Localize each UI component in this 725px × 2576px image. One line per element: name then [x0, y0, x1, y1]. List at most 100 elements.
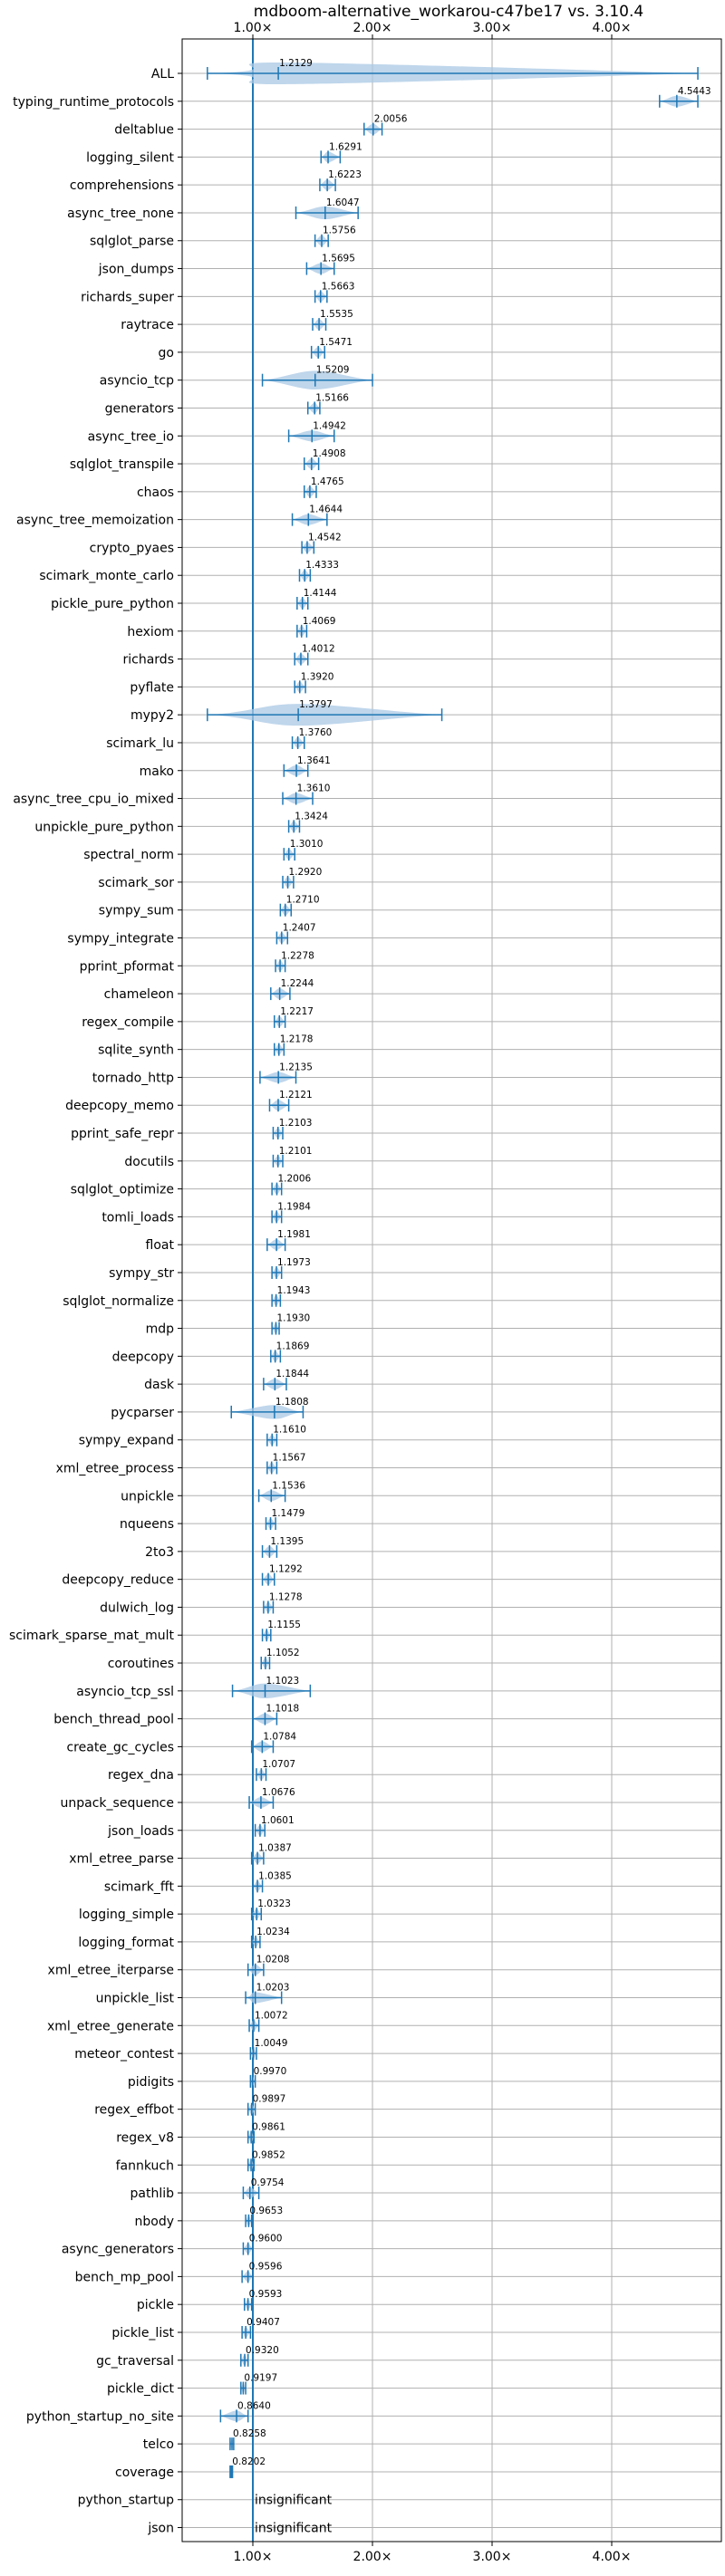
- value-label: 1.0707: [262, 1759, 295, 1770]
- value-label: 1.0784: [263, 1731, 296, 1742]
- violin-meteor_contest: [249, 2047, 257, 2061]
- benchmark-label: scimark_monte_carlo: [39, 569, 174, 583]
- value-label: 1.4069: [303, 616, 336, 627]
- benchmark-label: logging_silent: [86, 150, 174, 165]
- value-label: 1.0387: [258, 1843, 292, 1854]
- value-label: 1.0601: [261, 1815, 295, 1826]
- violin-telco: [229, 2437, 235, 2451]
- benchmark-label: sympy_expand: [79, 1434, 174, 1448]
- benchmark-label: docutils: [124, 1155, 174, 1169]
- value-label: 1.0072: [255, 2010, 288, 2021]
- violin-regex_effbot: [246, 2102, 256, 2116]
- value-label: 1.3797: [299, 699, 333, 710]
- benchmark-label: richards_super: [81, 290, 174, 304]
- value-label: 1.2217: [280, 1006, 314, 1017]
- benchmark-label: gc_traversal: [96, 2354, 174, 2369]
- value-label: 0.9197: [244, 2373, 277, 2384]
- benchmark-label: chameleon: [104, 987, 174, 1002]
- value-label: 1.0323: [257, 1898, 291, 1909]
- value-label: 1.3424: [295, 811, 328, 822]
- violin-sqlite_synth: [274, 1043, 285, 1056]
- value-label: 0.9407: [246, 2317, 280, 2328]
- violin-float: [266, 1238, 286, 1252]
- violin-unpickle: [257, 1489, 286, 1503]
- benchmark-label: mdp: [146, 1322, 175, 1337]
- value-label: 1.4644: [309, 505, 343, 515]
- violin-pprint_pformat: [275, 959, 286, 973]
- value-label: 1.1610: [273, 1425, 306, 1436]
- benchmark-label: generators: [105, 401, 174, 416]
- value-label: 1.4333: [305, 560, 339, 571]
- violin-xml_etree_process: [266, 1461, 278, 1475]
- violin-sympy_sum: [279, 903, 292, 917]
- benchmark-label: regex_effbot: [94, 2103, 174, 2118]
- value-label: 1.2121: [279, 1090, 313, 1101]
- value-label: 1.2278: [281, 950, 314, 961]
- value-label: 1.5756: [323, 226, 356, 236]
- benchmark-label: unpickle_list: [96, 1992, 175, 2006]
- benchmark-label: regex_dna: [108, 1768, 174, 1783]
- value-label: 0.9596: [249, 2261, 283, 2272]
- violin-dulwich_log: [263, 1600, 275, 1614]
- violin-mako: [283, 764, 309, 777]
- benchmark-label: bench_thread_pool: [53, 1713, 174, 1727]
- value-label: 1.5663: [322, 281, 355, 292]
- violin-regex_v8: [246, 2130, 256, 2144]
- benchmark-label: xml_etree_iterparse: [48, 1964, 174, 1978]
- benchmark-label: unpickle: [121, 1489, 174, 1504]
- violin-sympy_expand: [266, 1433, 278, 1447]
- violin-coverage: [229, 2465, 234, 2478]
- value-label: 0.9593: [249, 2289, 283, 2300]
- violin-scimark_sparse_mat_mult: [261, 1629, 272, 1642]
- violin-dask: [263, 1378, 287, 1391]
- benchmark-label: fannkuch: [116, 2158, 174, 2173]
- benchmark-label: pickle: [137, 2298, 174, 2312]
- benchmark-label: pprint_safe_repr: [71, 1127, 174, 1141]
- violin-regex_compile: [274, 1014, 286, 1028]
- violin-json_loads: [254, 1823, 266, 1837]
- x-tick-label-top: 1.00×: [234, 21, 273, 35]
- value-label: 1.2101: [279, 1146, 313, 1157]
- value-label: 0.8202: [232, 2456, 266, 2467]
- value-label: 1.1155: [267, 1620, 301, 1630]
- benchmark-label: unpickle_pure_python: [34, 820, 174, 834]
- value-label: 1.3010: [290, 839, 324, 850]
- violin-deltablue: [363, 122, 383, 136]
- benchmark-label: pickle_dict: [107, 2382, 175, 2397]
- violin-sqlglot_normalize: [271, 1293, 282, 1307]
- benchmark-label: crypto_pyaes: [90, 541, 174, 555]
- benchmark-label: hexiom: [127, 625, 174, 639]
- violin-logging_format: [250, 1935, 261, 1948]
- violin-pickle_dict: [240, 2381, 246, 2395]
- value-label: 2.0056: [374, 114, 408, 125]
- chart-title: mdboom-alternative_workarou-c47be17 vs. …: [254, 3, 643, 21]
- violin-typing_runtime_protocols: [659, 94, 699, 108]
- benchmark-label: comprehensions: [70, 178, 174, 193]
- benchmark-label: sqlglot_normalize: [63, 1294, 174, 1309]
- value-label: 1.0234: [256, 1927, 290, 1937]
- violin-richards_super: [314, 290, 328, 303]
- violin-layer: [207, 62, 699, 2478]
- value-label: 1.5471: [319, 337, 353, 348]
- benchmark-label: scimark_lu: [106, 736, 174, 751]
- violin-pidigits: [249, 2074, 256, 2088]
- benchmark-label: sqlglot_optimize: [71, 1183, 174, 1197]
- violin-deepcopy_memo: [268, 1099, 290, 1112]
- insignificant-label: insignificant: [255, 2522, 333, 2536]
- value-label: 1.1981: [277, 1229, 311, 1240]
- violin-regex_dna: [256, 1768, 267, 1782]
- violin-pickle: [244, 2298, 253, 2312]
- benchmark-label: deepcopy_memo: [65, 1099, 174, 1113]
- violin-nqueens: [265, 1517, 276, 1531]
- benchmark-label: tornado_http: [92, 1071, 174, 1085]
- value-label: 1.0385: [258, 1870, 292, 1881]
- violin-unpack_sequence: [248, 1795, 275, 1809]
- benchmark-label: go: [159, 346, 174, 360]
- x-tick-label-bottom: 3.00×: [473, 2550, 512, 2564]
- violin-xml_etree_generate: [248, 2019, 260, 2033]
- value-label: 1.4542: [308, 532, 342, 543]
- violin-create_gc_cycles: [250, 1740, 275, 1754]
- violin-unpickle_list: [245, 1991, 283, 2004]
- value-label: 1.3641: [297, 755, 331, 766]
